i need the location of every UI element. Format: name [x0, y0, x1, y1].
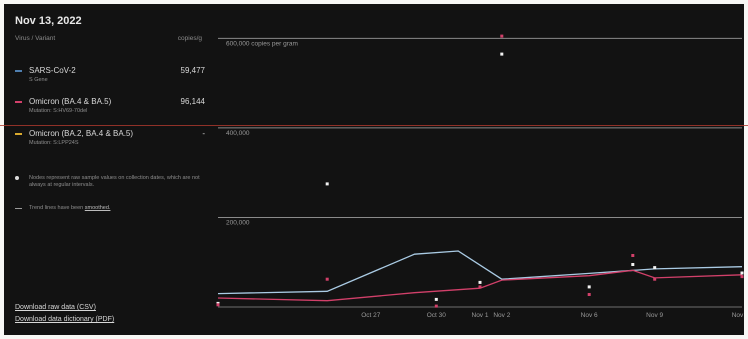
x-tick-label: Nov 13 [732, 312, 744, 319]
data-point-omicron-ba4-ba5 [434, 304, 438, 308]
legend-item-subtitle: Mutation: S:LPP24S [29, 140, 79, 146]
legend-item-value: 59,477 [180, 66, 205, 75]
x-tick-label: Nov 2 [493, 312, 510, 319]
data-point-omicron-ba4-ba5 [653, 277, 657, 281]
note-nodes-text: Nodes represent raw sample values on col… [29, 175, 200, 188]
legend-item-value: - [202, 129, 205, 138]
omicron-ba2-ba4-ba5-swatch-icon [15, 133, 22, 135]
y-gridline-label: 600,000 copies per gram [226, 40, 298, 47]
selected-date: Nov 13, 2022 [15, 15, 82, 27]
note-trend-lines: Trend lines have been smoothed. [15, 205, 200, 212]
data-point-sars-cov-2 [740, 271, 744, 275]
data-point-omicron-ba4-ba5 [740, 275, 744, 279]
data-point-sars-cov-2 [653, 266, 657, 270]
x-tick-label: Nov 1 [472, 312, 489, 319]
legend-item-subtitle: Mutation: S:HV69-70del [29, 108, 88, 114]
column-header-variant: Virus / Variant [15, 35, 56, 42]
sars-cov-2-swatch-icon [15, 70, 22, 72]
y-gridline-label: 200,000 [226, 219, 250, 226]
data-point-omicron-ba4-ba5 [216, 303, 220, 307]
legend-item-name: SARS-CoV-2 [29, 66, 76, 75]
node-dot-icon [15, 176, 19, 180]
dashboard-panel: Nov 13, 2022 Virus / Variant copies/g SA… [4, 4, 744, 335]
data-point-sars-cov-2 [500, 52, 504, 56]
column-header-units: copies/g [177, 35, 202, 42]
chart-area: 600,000 copies per gram 400,000 200,000 Oct… [212, 4, 744, 335]
data-point-omicron-ba4-ba5 [325, 277, 329, 281]
data-point-sars-cov-2 [325, 182, 329, 186]
note-nodes: Nodes represent raw sample values on col… [15, 175, 200, 189]
data-point-omicron-ba4-ba5 [500, 34, 504, 38]
y-gridline-label: 400,000 [226, 130, 250, 137]
download-data-dictionary-link[interactable]: Download data dictionary (PDF) [15, 316, 115, 323]
data-point-sars-cov-2 [631, 263, 635, 266]
red-divider-line [0, 125, 748, 126]
trend-line-sars-cov-2 [217, 250, 743, 295]
data-point-sars-cov-2 [587, 285, 591, 289]
legend-item-subtitle: S Gene [29, 77, 48, 83]
trend-line-omicron-ba4-ba5 [217, 269, 743, 302]
data-point-omicron-ba4-ba5 [478, 285, 482, 289]
download-raw-data-link[interactable]: Download raw data (CSV) [15, 304, 96, 311]
x-tick-label: Oct 27 [361, 312, 381, 319]
trend-line-icon [15, 208, 22, 209]
legend-item-value: 96,144 [180, 97, 205, 106]
omicron-ba4-ba5-swatch-icon [15, 101, 22, 103]
note-trend-text: Trend lines have been [29, 205, 84, 211]
x-tick-label: Nov 6 [581, 312, 598, 319]
x-tick-label: Nov 9 [646, 312, 663, 319]
legend-sidebar: Nov 13, 2022 Virus / Variant copies/g SA… [4, 4, 212, 335]
data-point-omicron-ba4-ba5 [587, 293, 591, 296]
legend-item-name: Omicron (BA.2, BA.4 & BA.5) [29, 129, 134, 138]
wastewater-chart: 600,000 copies per gram 400,000 200,000 Oct… [216, 34, 744, 319]
data-point-sars-cov-2 [478, 280, 482, 284]
note-trend-emphasis: smoothed. [84, 205, 111, 211]
data-point-omicron-ba4-ba5 [631, 254, 635, 257]
x-tick-label: Oct 30 [427, 312, 447, 319]
data-point-sars-cov-2 [434, 297, 438, 301]
legend-item-name: Omicron (BA.4 & BA.5) [29, 97, 112, 106]
